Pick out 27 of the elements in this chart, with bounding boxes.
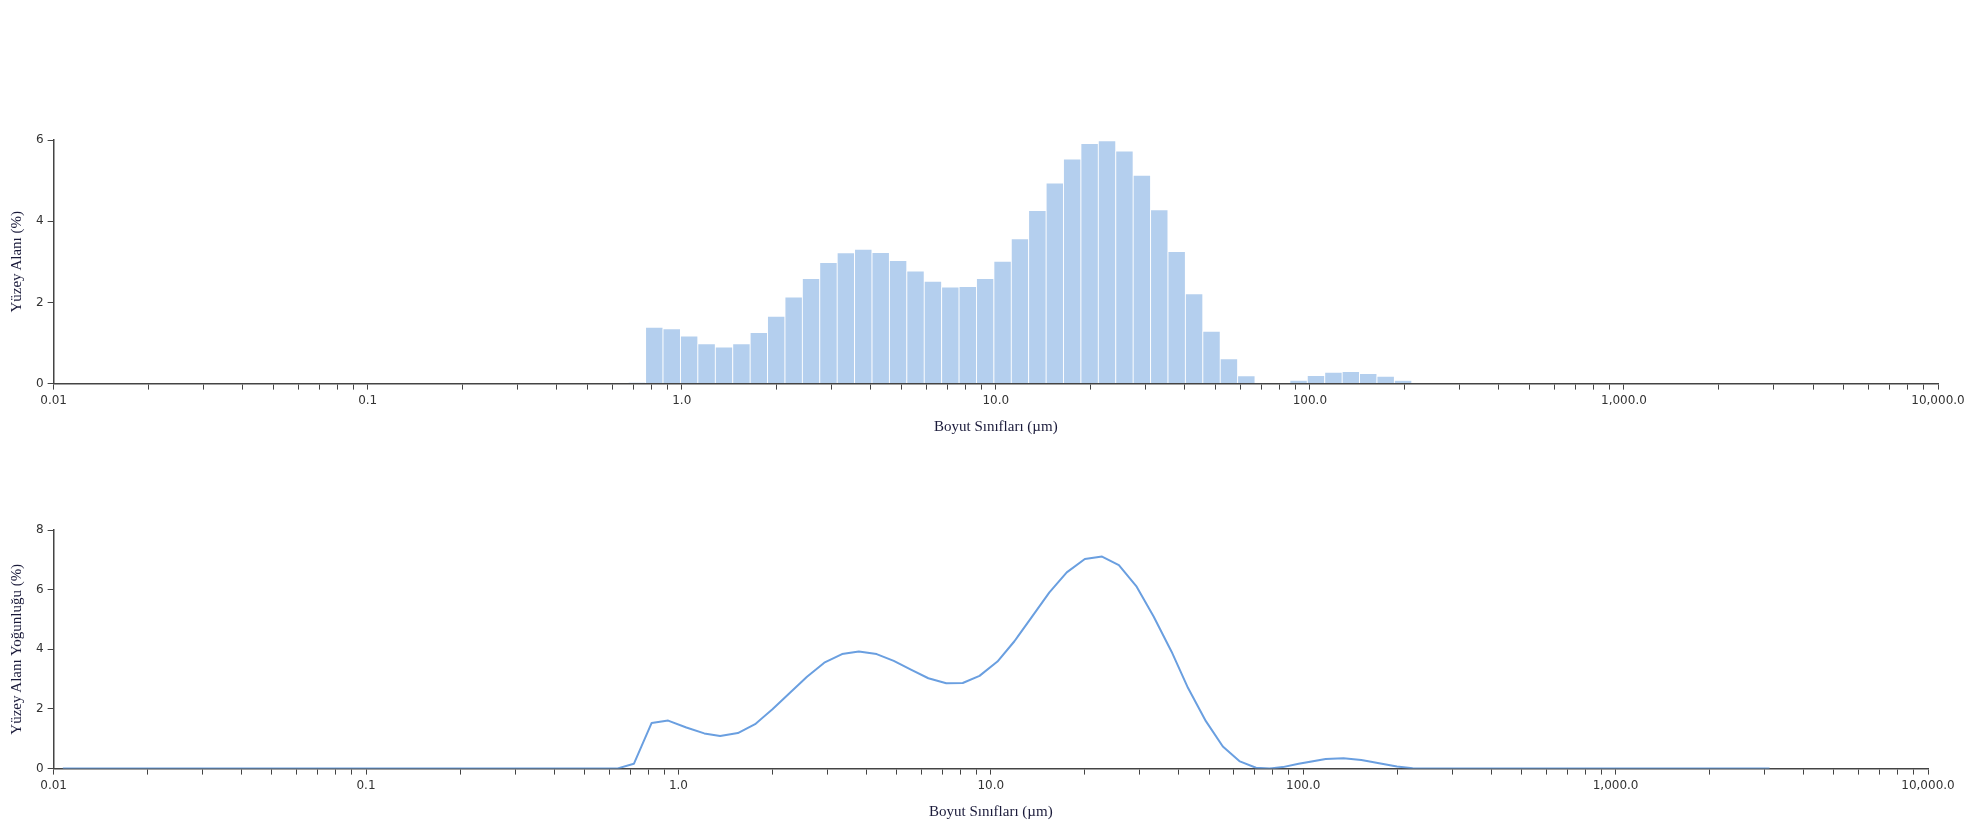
x-tick-label: 100.0 [1292, 392, 1328, 407]
y-tick-label: 6 [35, 132, 44, 147]
y-tick-label: 0 [35, 760, 44, 775]
y-tick-label: 8 [35, 522, 44, 537]
x-tick-label: 10,000.0 [1901, 777, 1955, 792]
y-tick-label: 6 [35, 581, 44, 596]
x-tick-label: 0.01 [40, 777, 67, 792]
x-tick-label: 1,000.0 [1592, 777, 1639, 792]
x-tick-label: 10,000.0 [1911, 392, 1965, 407]
y-tick-label: 2 [35, 294, 44, 309]
y-axis-title: Yüzey Alanı Yoğunluğu (%) [7, 563, 25, 735]
y-tick-label: 2 [35, 701, 44, 716]
x-tick-label: 1,000.0 [1601, 392, 1647, 407]
x-tick-label: 10.0 [982, 392, 1010, 407]
x-axis-title: Boyut Sınıfları (µm) [929, 802, 1053, 820]
y-axis-title: Yüzey Alanı (%) [7, 210, 25, 313]
y-tick-label: 0 [35, 375, 44, 390]
x-tick-label: 0.1 [358, 392, 378, 407]
x-tick-label: 1.0 [672, 392, 692, 407]
x-axis-title: Boyut Sınıfları (µm) [934, 417, 1058, 435]
y-tick-label: 4 [35, 641, 44, 656]
y-tick-label: 4 [35, 213, 44, 228]
x-tick-label: 0.01 [40, 392, 67, 407]
x-tick-label: 1.0 [668, 777, 688, 792]
x-tick-label: 10.0 [977, 777, 1005, 792]
x-tick-label: 0.1 [356, 777, 376, 792]
x-tick-label: 100.0 [1286, 777, 1321, 792]
